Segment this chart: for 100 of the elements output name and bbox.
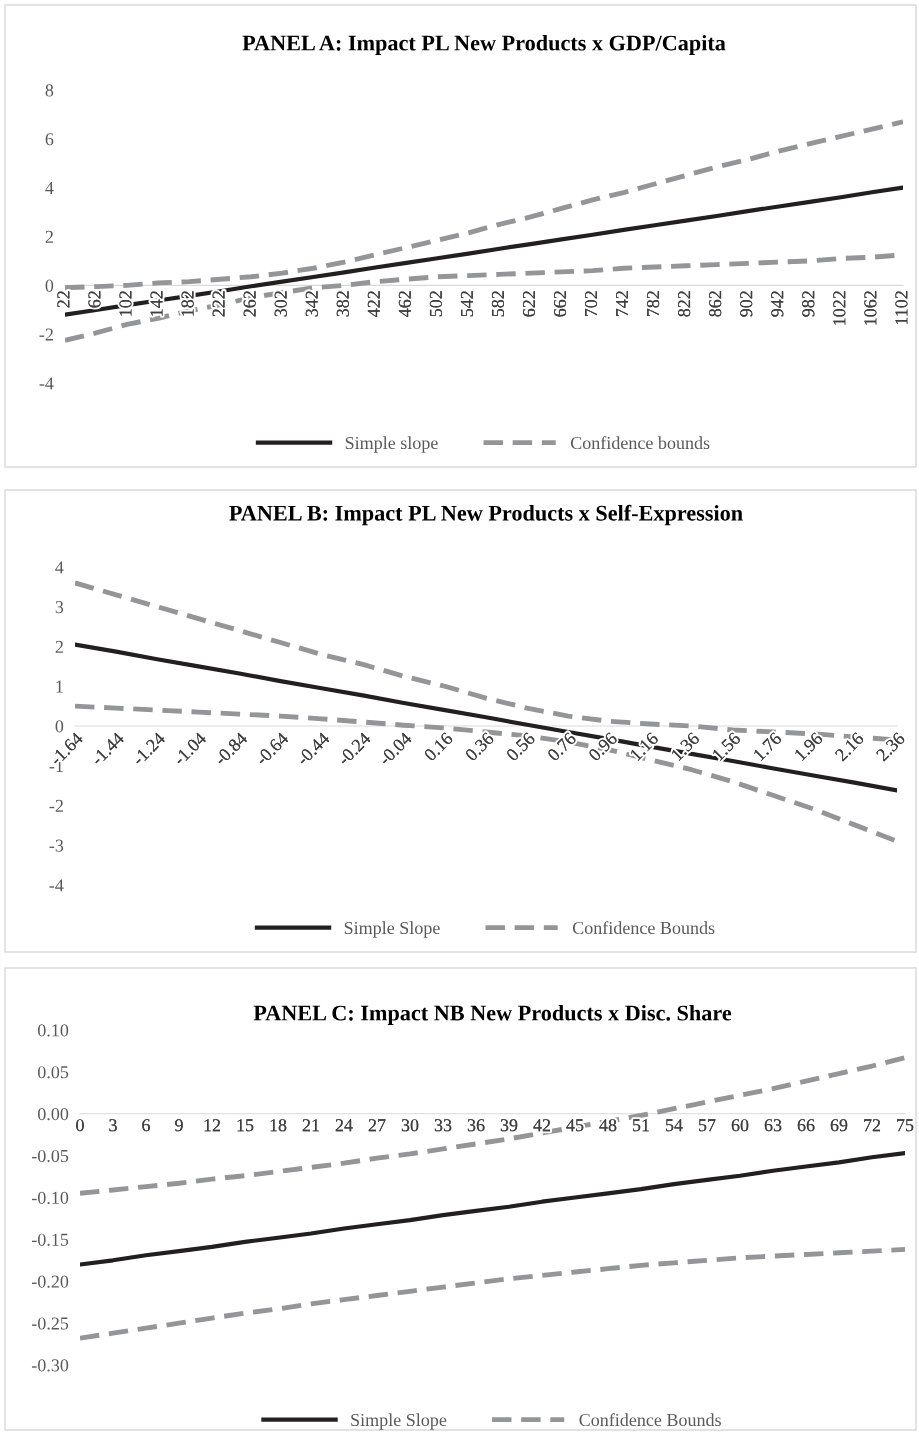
x-tick-label: 142 (150, 291, 163, 316)
x-tick-label: 822 (678, 291, 691, 317)
x-tick-label: -1.44 (90, 731, 125, 767)
legend-label: Simple Slope (344, 921, 440, 938)
x-tick-label: 1062 (864, 291, 877, 325)
x-tick-label: 30 (401, 1119, 419, 1132)
x-tick-label: -0.84 (213, 731, 249, 767)
y-tick-label: -2 (49, 799, 63, 812)
x-tick-label: 1.96 (793, 731, 824, 762)
y-tick-label: 6 (45, 133, 54, 146)
chart-title: PANEL A: Impact PL New Products x GDP/Capita (242, 34, 726, 56)
x-tick-label: 2.36 (875, 731, 906, 762)
y-tick-label: -0.25 (31, 1317, 69, 1330)
x-tick-label: 22 (57, 291, 70, 308)
x-tick-label: 3 (109, 1119, 117, 1132)
line-series (65, 119, 903, 291)
y-tick-label: -0.30 (31, 1359, 69, 1372)
x-tick-label: 36 (467, 1119, 485, 1132)
legend-label: Confidence Bounds (579, 1413, 721, 1427)
x-tick-label: 1022 (833, 291, 846, 325)
line-series (80, 1151, 905, 1267)
y-tick-label: 4 (45, 182, 54, 194)
y-tick-label: 0.00 (37, 1108, 69, 1121)
x-tick-label: 21 (302, 1119, 319, 1132)
x-tick-label: 0.56 (505, 731, 536, 762)
y-tick-label: 8 (45, 84, 54, 97)
legend-label: Simple slope (345, 436, 438, 453)
x-tick-label: 6 (142, 1119, 150, 1132)
legend-label: Simple Slope (351, 1413, 447, 1430)
x-tick-label: 102 (119, 291, 132, 316)
y-tick-label: 2 (45, 230, 53, 243)
x-tick-label: 51 (633, 1119, 649, 1132)
x-tick-label: -1.24 (131, 731, 167, 767)
y-tick-label: -4 (39, 377, 54, 390)
x-tick-label: 622 (522, 291, 536, 317)
y-tick-label: 1 (56, 680, 63, 693)
x-tick-label: 48 (599, 1119, 617, 1132)
x-tick-label: 1.56 (711, 731, 742, 762)
x-tick-label: 582 (491, 291, 505, 317)
x-tick-label: 12 (204, 1119, 221, 1132)
x-tick-label: 75 (897, 1119, 914, 1132)
x-tick-label: 302 (274, 291, 287, 317)
x-tick-label: 1102 (895, 291, 908, 325)
y-tick-label: 0 (45, 279, 54, 292)
x-tick-label: -0.04 (378, 731, 413, 767)
x-tick-label: 502 (429, 291, 442, 317)
x-tick-label: 1.76 (752, 731, 783, 762)
y-tick-label: 0.05 (37, 1066, 69, 1079)
x-tick-label: 62 (88, 291, 101, 308)
x-tick-label: 33 (434, 1119, 452, 1132)
x-tick-label: 69 (830, 1119, 848, 1132)
x-tick-label: 15 (237, 1119, 254, 1132)
y-tick-label: -0.15 (31, 1233, 69, 1246)
x-tick-label: 54 (666, 1119, 683, 1132)
x-tick-label: 57 (699, 1119, 716, 1132)
x-tick-label: 262 (243, 291, 256, 317)
y-tick-label: 2 (55, 640, 63, 653)
x-tick-label: -0.24 (336, 731, 372, 767)
x-tick-label: 702 (584, 291, 598, 317)
x-tick-label: -1.04 (172, 731, 208, 767)
x-tick-label: -0.44 (295, 731, 331, 767)
y-tick-label: -2 (39, 328, 53, 341)
x-tick-label: 542 (460, 291, 473, 317)
x-tick-label: 462 (398, 291, 411, 317)
legend-label: Confidence Bounds (572, 921, 715, 935)
x-tick-label: 422 (367, 291, 380, 317)
x-tick-label: 27 (368, 1119, 386, 1132)
x-tick-label: 0.36 (464, 731, 495, 762)
line-series (80, 1246, 905, 1341)
x-tick-label: 66 (797, 1119, 815, 1132)
x-tick-label: 63 (764, 1119, 782, 1132)
x-tick-label: 42 (533, 1119, 551, 1132)
y-tick-label: 0 (55, 720, 64, 733)
x-tick-label: 39 (500, 1119, 518, 1132)
x-tick-label: 18 (270, 1119, 287, 1132)
y-tick-label: 4 (55, 561, 64, 574)
x-tick-label: 342 (305, 291, 318, 317)
chart-title: PANEL C: Impact NB New Products x Disc. Share (253, 1004, 732, 1026)
x-tick-label: 60 (731, 1119, 749, 1132)
x-tick-label: 2.16 (834, 731, 865, 762)
x-tick-label: -0.64 (254, 731, 290, 767)
x-tick-label: 862 (709, 291, 722, 317)
x-tick-label: 902 (740, 291, 753, 317)
legend-label: Confidence bounds (570, 436, 710, 450)
y-tick-label: 3 (55, 601, 64, 614)
x-tick-label: 1.16 (629, 731, 660, 762)
x-tick-label: 942 (771, 291, 784, 317)
x-tick-label: 0.96 (587, 731, 618, 762)
x-tick-label: 182 (181, 291, 194, 316)
x-tick-label: 662 (553, 291, 567, 317)
y-tick-label: -4 (49, 879, 64, 892)
x-tick-label: 1.36 (670, 731, 701, 762)
x-tick-label: 24 (335, 1119, 353, 1132)
y-tick-label: -3 (49, 839, 64, 852)
x-tick-label: 45 (566, 1119, 584, 1132)
x-tick-label: 0.76 (546, 731, 577, 762)
x-tick-label: 9 (175, 1119, 183, 1132)
x-tick-label: 72 (864, 1119, 881, 1132)
y-tick-label: -0.20 (31, 1275, 69, 1288)
x-tick-label: 742 (616, 291, 629, 317)
